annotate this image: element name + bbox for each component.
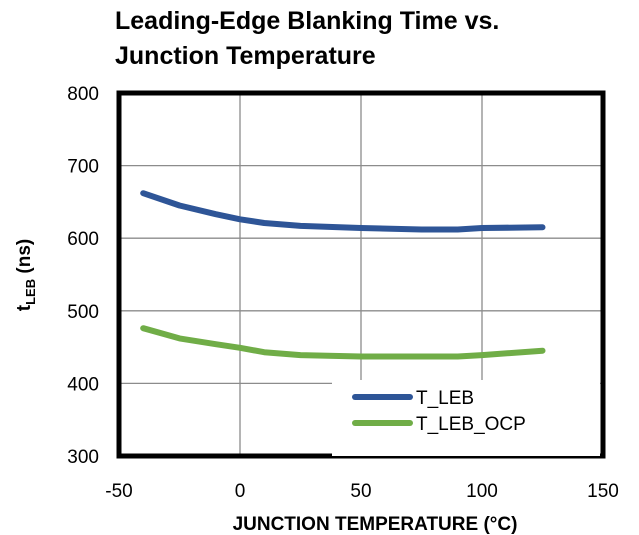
y-tick-label: 500 xyxy=(67,302,99,323)
y-tick-label: 400 xyxy=(67,374,99,395)
y-tick-label: 300 xyxy=(67,447,99,468)
x-tick-label: 50 xyxy=(350,481,371,502)
legend-background xyxy=(332,380,600,456)
chart-title-line-1: Leading-Edge Blanking Time vs. xyxy=(115,7,499,35)
series-line-t-leb xyxy=(140,190,546,233)
y-axis-label-main: t xyxy=(14,304,35,311)
y-axis-ticks: 300 400 500 600 700 800 xyxy=(67,84,99,468)
grid xyxy=(119,93,603,456)
series-line-t-leb-ocp xyxy=(140,325,546,360)
x-tick-label: 150 xyxy=(587,481,619,502)
x-tick-label: 0 xyxy=(235,481,246,502)
y-tick-label: 600 xyxy=(67,229,99,250)
legend-label-t-leb-ocp: T_LEB_OCP xyxy=(416,414,526,435)
x-tick-label: -50 xyxy=(105,481,132,502)
x-axis-ticks: -50 0 50 100 150 xyxy=(105,481,619,502)
chart-title-line-2: Junction Temperature xyxy=(115,42,376,70)
y-tick-label: 800 xyxy=(67,84,99,105)
y-axis-label-unit: (ns) xyxy=(14,239,35,279)
y-axis-label-subscript: LEB xyxy=(23,279,38,305)
y-axis-label: tLEB (ns) xyxy=(14,239,38,311)
series-layer xyxy=(140,190,546,360)
legend: T_LEB T_LEB_OCP xyxy=(332,380,600,456)
y-tick-label: 700 xyxy=(67,157,99,178)
legend-label-t-leb: T_LEB xyxy=(416,388,474,409)
x-axis-label: JUNCTION TEMPERATURE (°C) xyxy=(233,514,518,535)
x-tick-label: 100 xyxy=(466,481,498,502)
